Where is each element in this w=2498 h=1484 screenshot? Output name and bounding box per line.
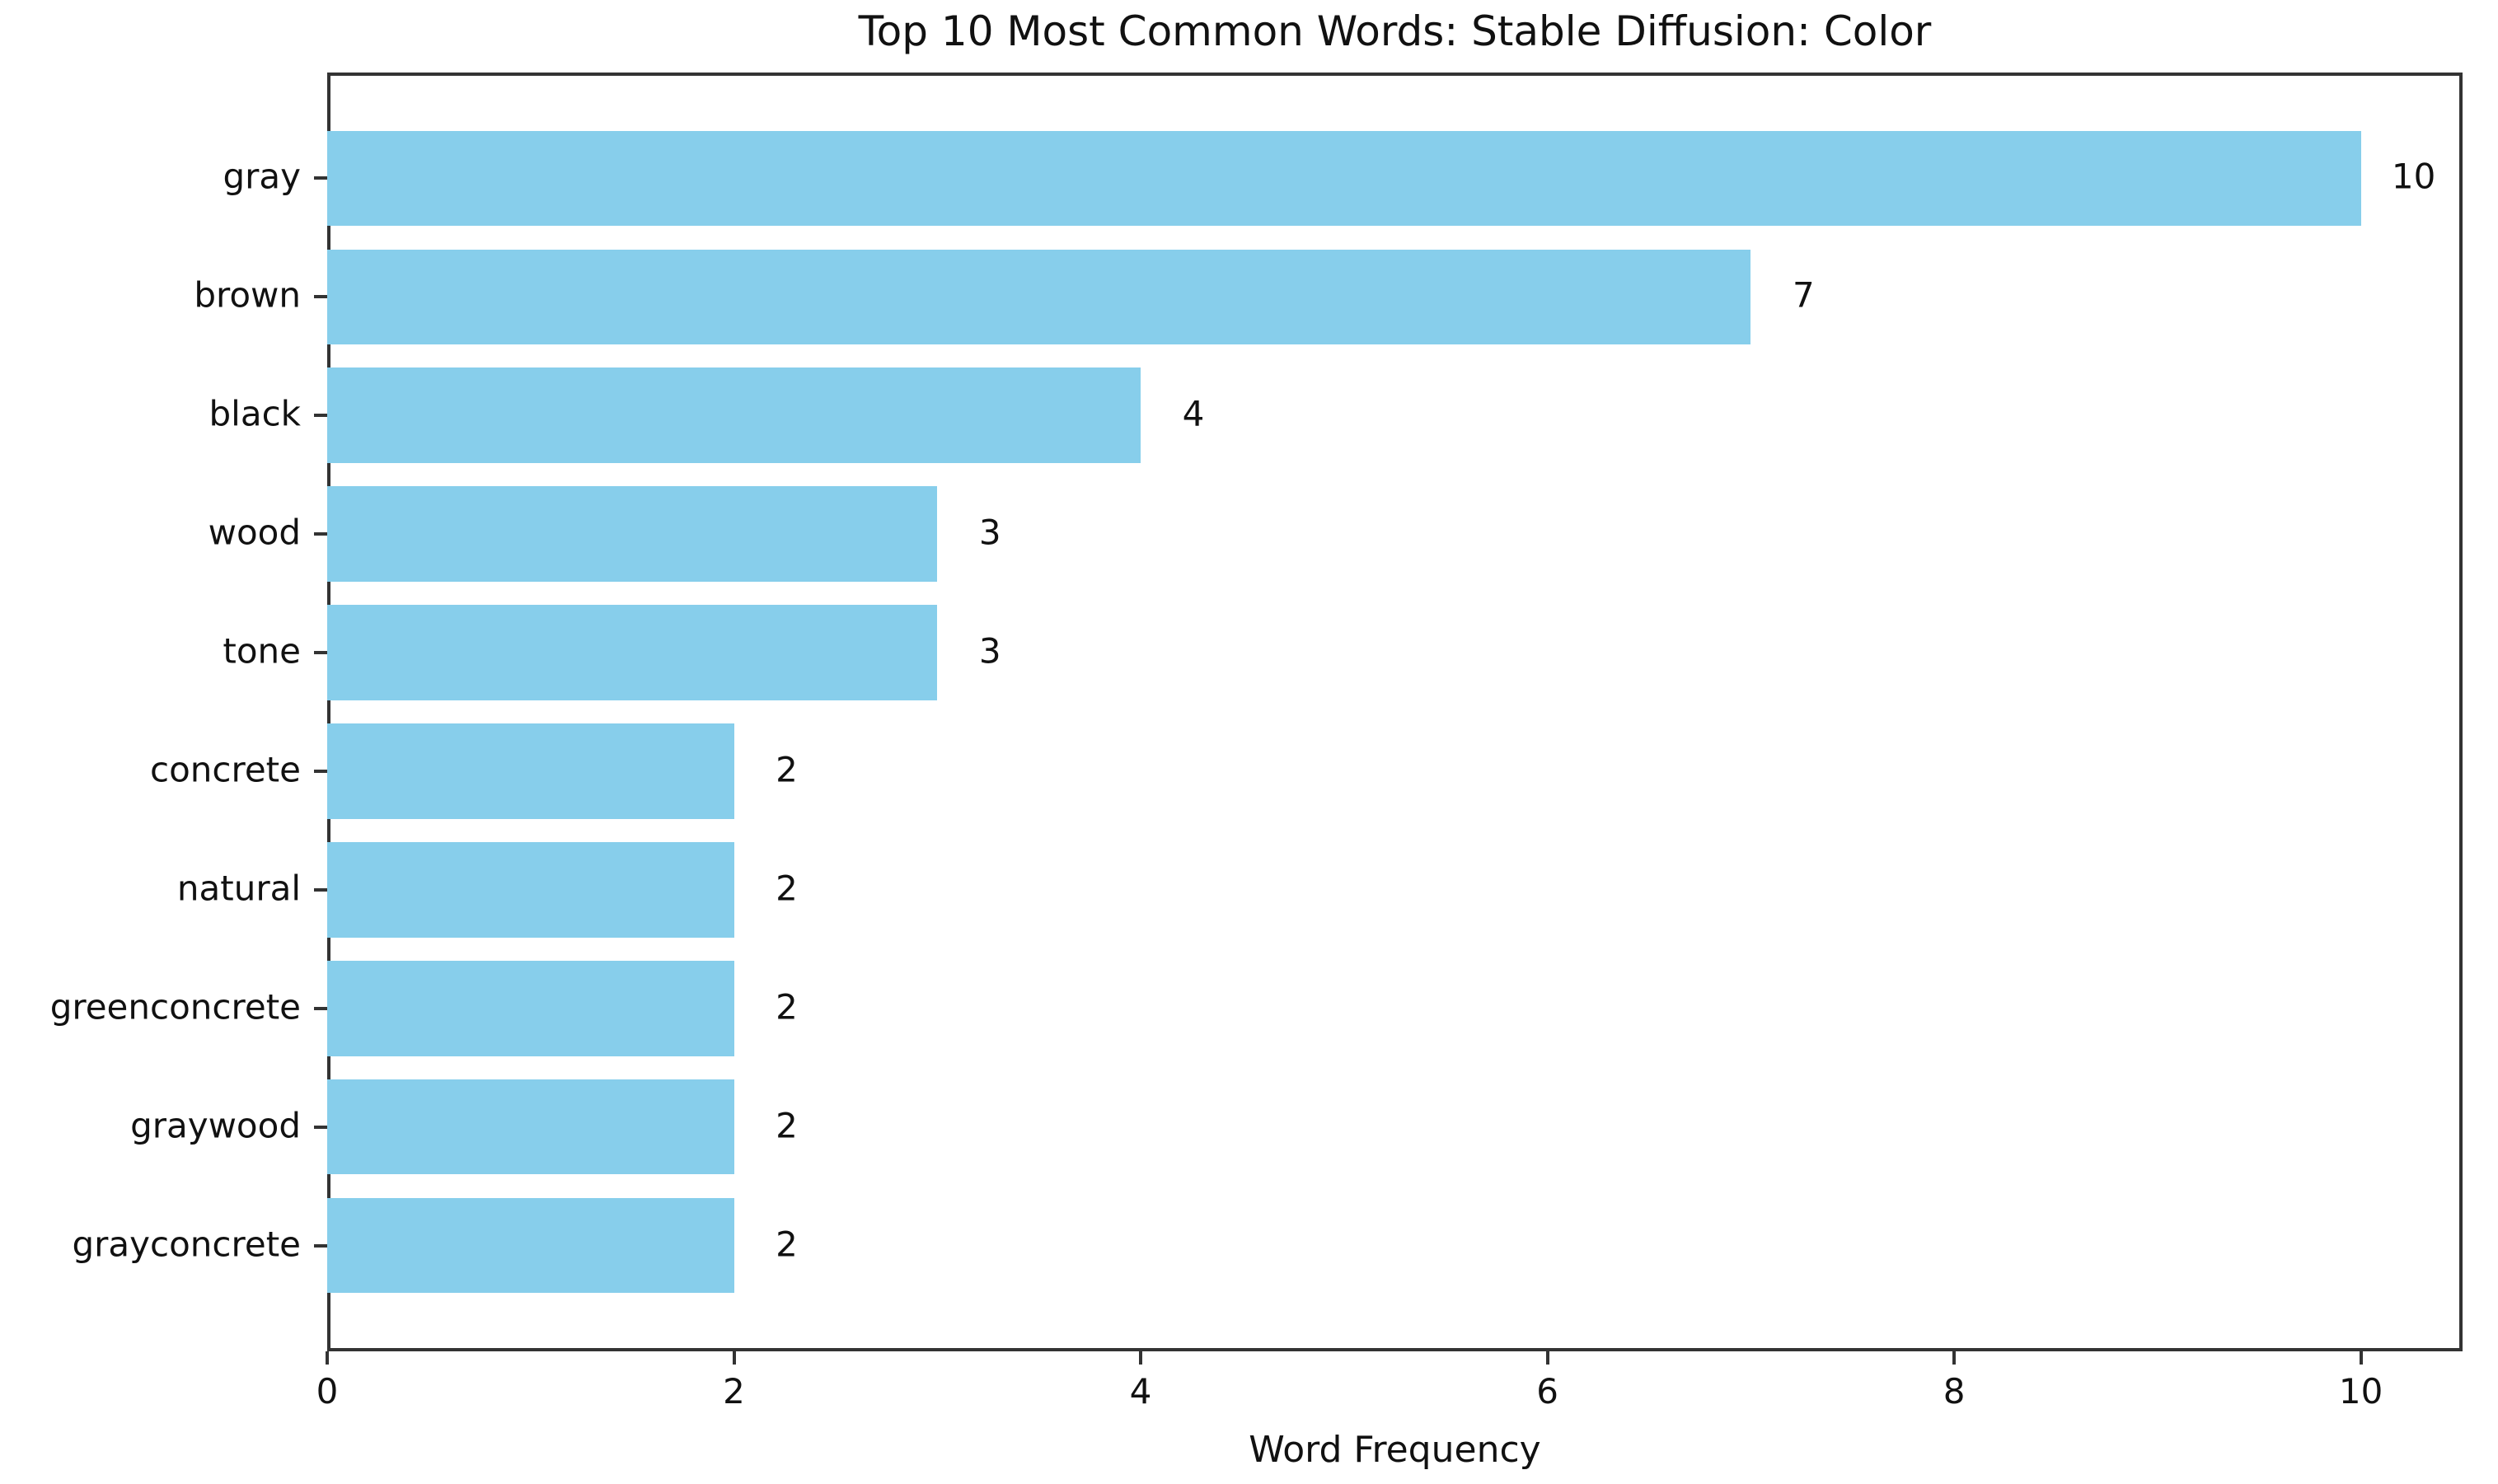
bar-value-label: 2 (776, 1224, 798, 1265)
y-tick-label: wood (208, 512, 301, 553)
y-tick-mark (314, 1125, 327, 1129)
bar-value-label: 2 (776, 986, 798, 1028)
x-tick-mark (1545, 1351, 1549, 1365)
x-tick-label: 0 (316, 1371, 339, 1411)
bar-value-label: 2 (776, 868, 798, 909)
x-tick-label: 6 (1536, 1371, 1558, 1411)
bar (327, 1079, 734, 1175)
y-tick-mark (314, 532, 327, 536)
x-tick-label: 8 (1943, 1371, 1966, 1411)
y-tick-mark (314, 769, 327, 773)
y-tick-label: graywood (130, 1105, 301, 1146)
bar (327, 367, 1141, 463)
y-tick-mark (314, 1243, 327, 1248)
y-tick-label: black (209, 393, 301, 434)
bar (327, 605, 938, 700)
x-axis-label: Word Frequency (1249, 1429, 1541, 1471)
bar-value-label: 7 (1792, 274, 1815, 316)
y-tick-mark (314, 414, 327, 418)
y-tick-label: brown (194, 274, 301, 316)
bar (327, 961, 734, 1056)
bar-value-label: 10 (2391, 156, 2436, 197)
bar-value-label: 3 (978, 512, 1001, 553)
x-tick-label: 10 (2338, 1371, 2383, 1411)
plot-area: 10 7 4 3 3 2 2 2 2 2 (327, 73, 2463, 1351)
y-tick-mark (314, 1006, 327, 1010)
bar (327, 130, 2361, 226)
x-tick-mark (326, 1351, 329, 1365)
bar (327, 723, 734, 819)
x-tick-label: 2 (723, 1371, 745, 1411)
y-tick-mark (314, 651, 327, 654)
y-tick-label: concrete (150, 749, 301, 790)
x-tick-mark (1139, 1351, 1143, 1365)
x-tick-mark (732, 1351, 736, 1365)
x-tick-mark (1952, 1351, 1957, 1365)
y-tick-mark (314, 176, 327, 180)
y-tick-label: gray (223, 156, 301, 197)
bar (327, 486, 938, 582)
bar-value-label: 2 (776, 749, 798, 790)
bar-value-label: 2 (776, 1105, 798, 1146)
y-tick-mark (314, 295, 327, 299)
bar (327, 249, 1751, 344)
y-tick-label: greenconcrete (49, 986, 301, 1028)
y-tick-label: natural (176, 868, 301, 909)
x-tick-label: 4 (1129, 1371, 1152, 1411)
bar-value-label: 3 (978, 630, 1001, 672)
y-tick-mark (314, 887, 327, 892)
y-tick-label: grayconcrete (72, 1224, 301, 1265)
chart-title: Top 10 Most Common Words: Stable Diffusi… (858, 7, 1932, 55)
bar-value-label: 4 (1182, 393, 1205, 434)
bar (327, 1198, 734, 1294)
x-tick-mark (2359, 1351, 2363, 1365)
y-tick-label: tone (223, 630, 301, 672)
bar (327, 842, 734, 938)
